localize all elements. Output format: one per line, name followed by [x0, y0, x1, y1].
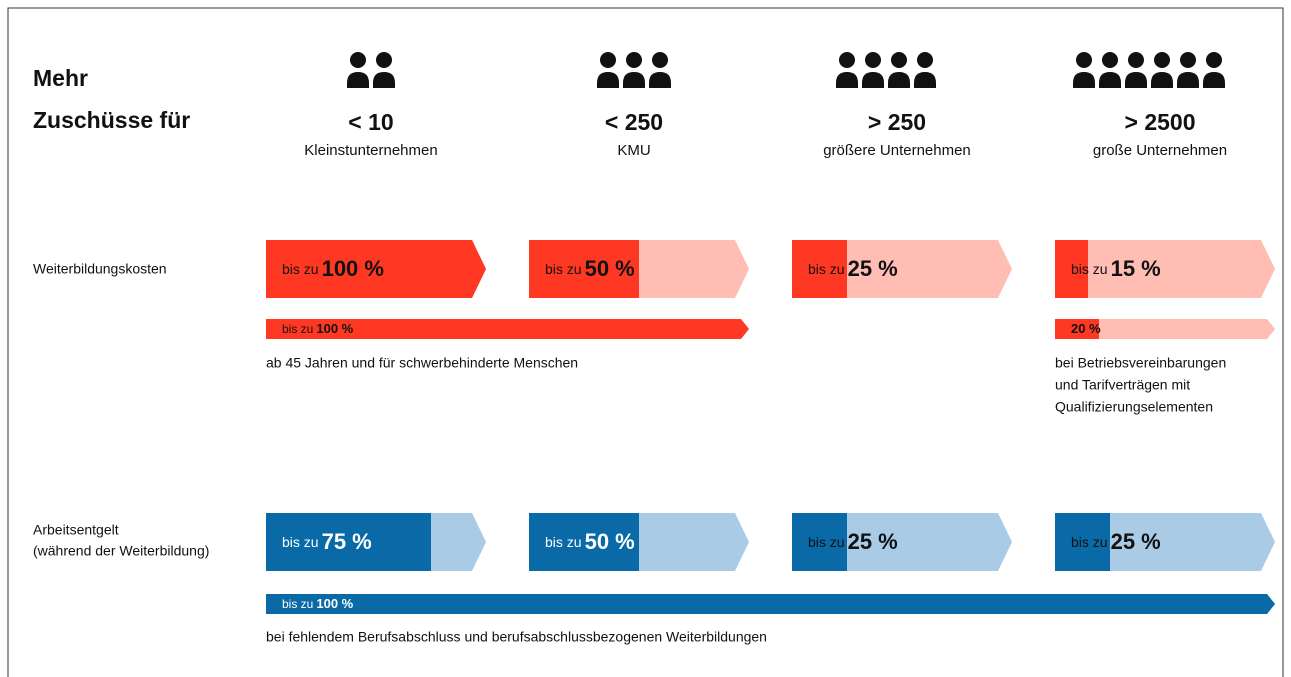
percent: 15 % [1111, 256, 1161, 281]
row-label: Weiterbildungskosten [33, 261, 167, 277]
prefix: bis zu [545, 534, 582, 550]
arrow-fill [1055, 240, 1088, 298]
arrow-fill [266, 513, 431, 571]
arrow-label: 20 % [1071, 321, 1101, 336]
arrow-track [1055, 240, 1275, 298]
column-label: große Unternehmen [1093, 142, 1227, 159]
arrow-fill [529, 513, 639, 571]
note: ab 45 Jahren und für schwerbehinderte Me… [266, 355, 578, 371]
column-size: > 250 [868, 109, 926, 135]
arrow-label: bis zu 100 % [282, 256, 384, 281]
column-size: > 2500 [1125, 109, 1196, 135]
arrow-fill [792, 240, 847, 298]
row-label: (während der Weiterbildung) [33, 543, 209, 559]
note: bei Betriebsvereinbarungen [1055, 355, 1226, 371]
arrow-label: bis zu 50 % [545, 529, 635, 554]
note: Qualifizierungselementen [1055, 399, 1213, 415]
note: und Tarifverträgen mit [1055, 377, 1190, 393]
prefix: bis zu [282, 534, 319, 550]
arrow-label: bis zu 25 % [1071, 529, 1161, 554]
percent: 75 % [322, 529, 372, 554]
prefix: bis zu [808, 534, 845, 550]
arrow-label: bis zu 25 % [808, 256, 898, 281]
arrow-fill [266, 240, 486, 298]
column-size: < 10 [348, 109, 393, 135]
arrow-fill [1055, 513, 1110, 571]
percent: 25 % [848, 529, 898, 554]
prefix: bis zu [545, 261, 582, 277]
arrow-label: bis zu 25 % [808, 529, 898, 554]
prefix: bis zu [1071, 261, 1108, 277]
frame [7, 7, 1284, 677]
heading: Zuschüsse für [33, 107, 190, 133]
arrow-label: bis zu 100 % [282, 596, 354, 611]
arrow-fill [266, 594, 1275, 614]
percent: 25 % [848, 256, 898, 281]
percent: 100 % [316, 321, 353, 336]
arrow-fill [792, 513, 847, 571]
note: bei fehlendem Berufsabschluss und berufs… [266, 629, 767, 645]
column-label: KMU [617, 142, 650, 159]
arrow-label: bis zu 50 % [545, 256, 635, 281]
row-label: Arbeitsentgelt [33, 522, 119, 538]
arrow-fill [1055, 319, 1099, 339]
percent: 50 % [585, 529, 635, 554]
percent: 25 % [1111, 529, 1161, 554]
column-label: Kleinstunternehmen [304, 142, 437, 159]
arrow-track [1055, 319, 1275, 339]
prefix: bis zu [1071, 534, 1108, 550]
arrow-label: bis zu 75 % [282, 529, 372, 554]
prefix: bis zu [282, 597, 313, 611]
column-label: größere Unternehmen [823, 142, 971, 159]
heading: Mehr [33, 65, 88, 91]
percent: 50 % [585, 256, 635, 281]
people-icons [347, 52, 1225, 88]
prefix: bis zu [808, 261, 845, 277]
arrow-fill [529, 240, 639, 298]
percent: 20 % [1071, 321, 1101, 336]
column-size: < 250 [605, 109, 663, 135]
prefix: bis zu [282, 261, 319, 277]
percent: 100 % [322, 256, 384, 281]
prefix: bis zu [282, 322, 313, 336]
arrow-label: bis zu 100 % [282, 321, 354, 336]
arrow-label: bis zu 15 % [1071, 256, 1161, 281]
percent: 100 % [316, 596, 353, 611]
arrow-fill [266, 319, 749, 339]
